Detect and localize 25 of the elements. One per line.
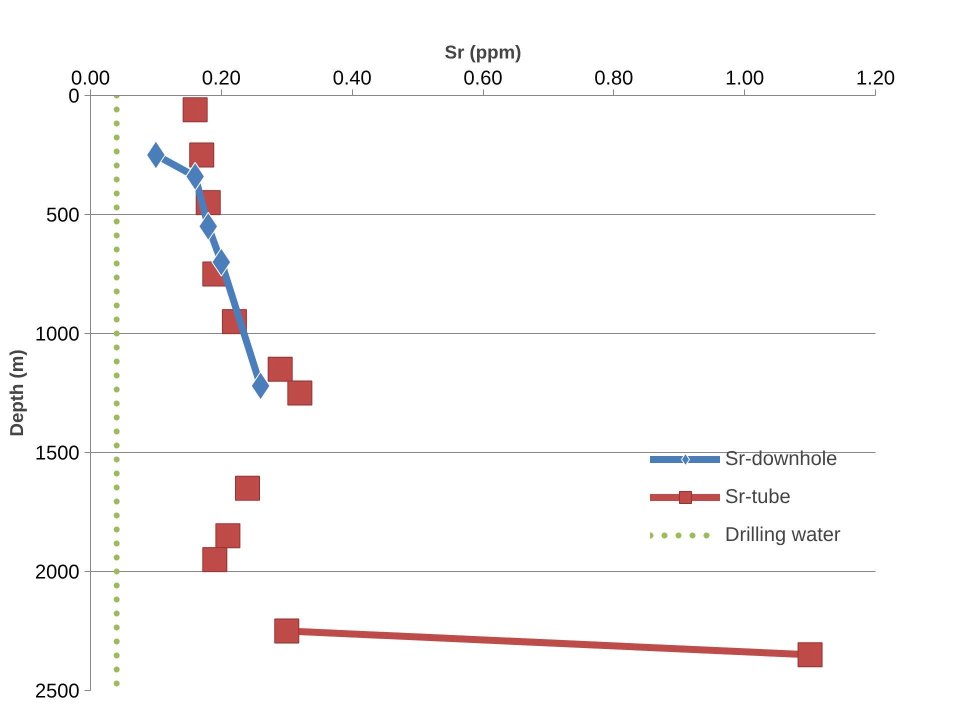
x-tick-label: 1.00 (725, 68, 764, 90)
x-tick-label: 0.20 (202, 68, 241, 90)
point (798, 642, 823, 668)
y-tick-label: 2000 (35, 562, 80, 584)
y-tick-label: 500 (46, 204, 80, 226)
point (235, 476, 260, 501)
x-axis-title: Sr (ppm) (444, 42, 522, 62)
legend-label: Drilling water (725, 524, 841, 546)
y-tick-label: 2500 (35, 680, 80, 702)
legend-label: Sr-tube (725, 486, 791, 508)
legend-label: Sr-downhole (725, 448, 838, 470)
point (274, 618, 300, 644)
point (268, 356, 293, 382)
point (215, 523, 240, 548)
x-tick-label: 0.80 (594, 68, 634, 90)
y-tick-label: 1000 (35, 324, 80, 346)
point (189, 142, 214, 168)
x-tick-label: 1.20 (856, 68, 895, 90)
point (182, 97, 208, 122)
x-tick-label: 0.60 (464, 68, 502, 90)
y-axis-title: Depth (m) (6, 349, 28, 437)
point (202, 547, 228, 572)
y-tick-label: 1500 (35, 442, 80, 464)
point (287, 380, 312, 406)
x-tick-label: 0.40 (332, 68, 372, 90)
